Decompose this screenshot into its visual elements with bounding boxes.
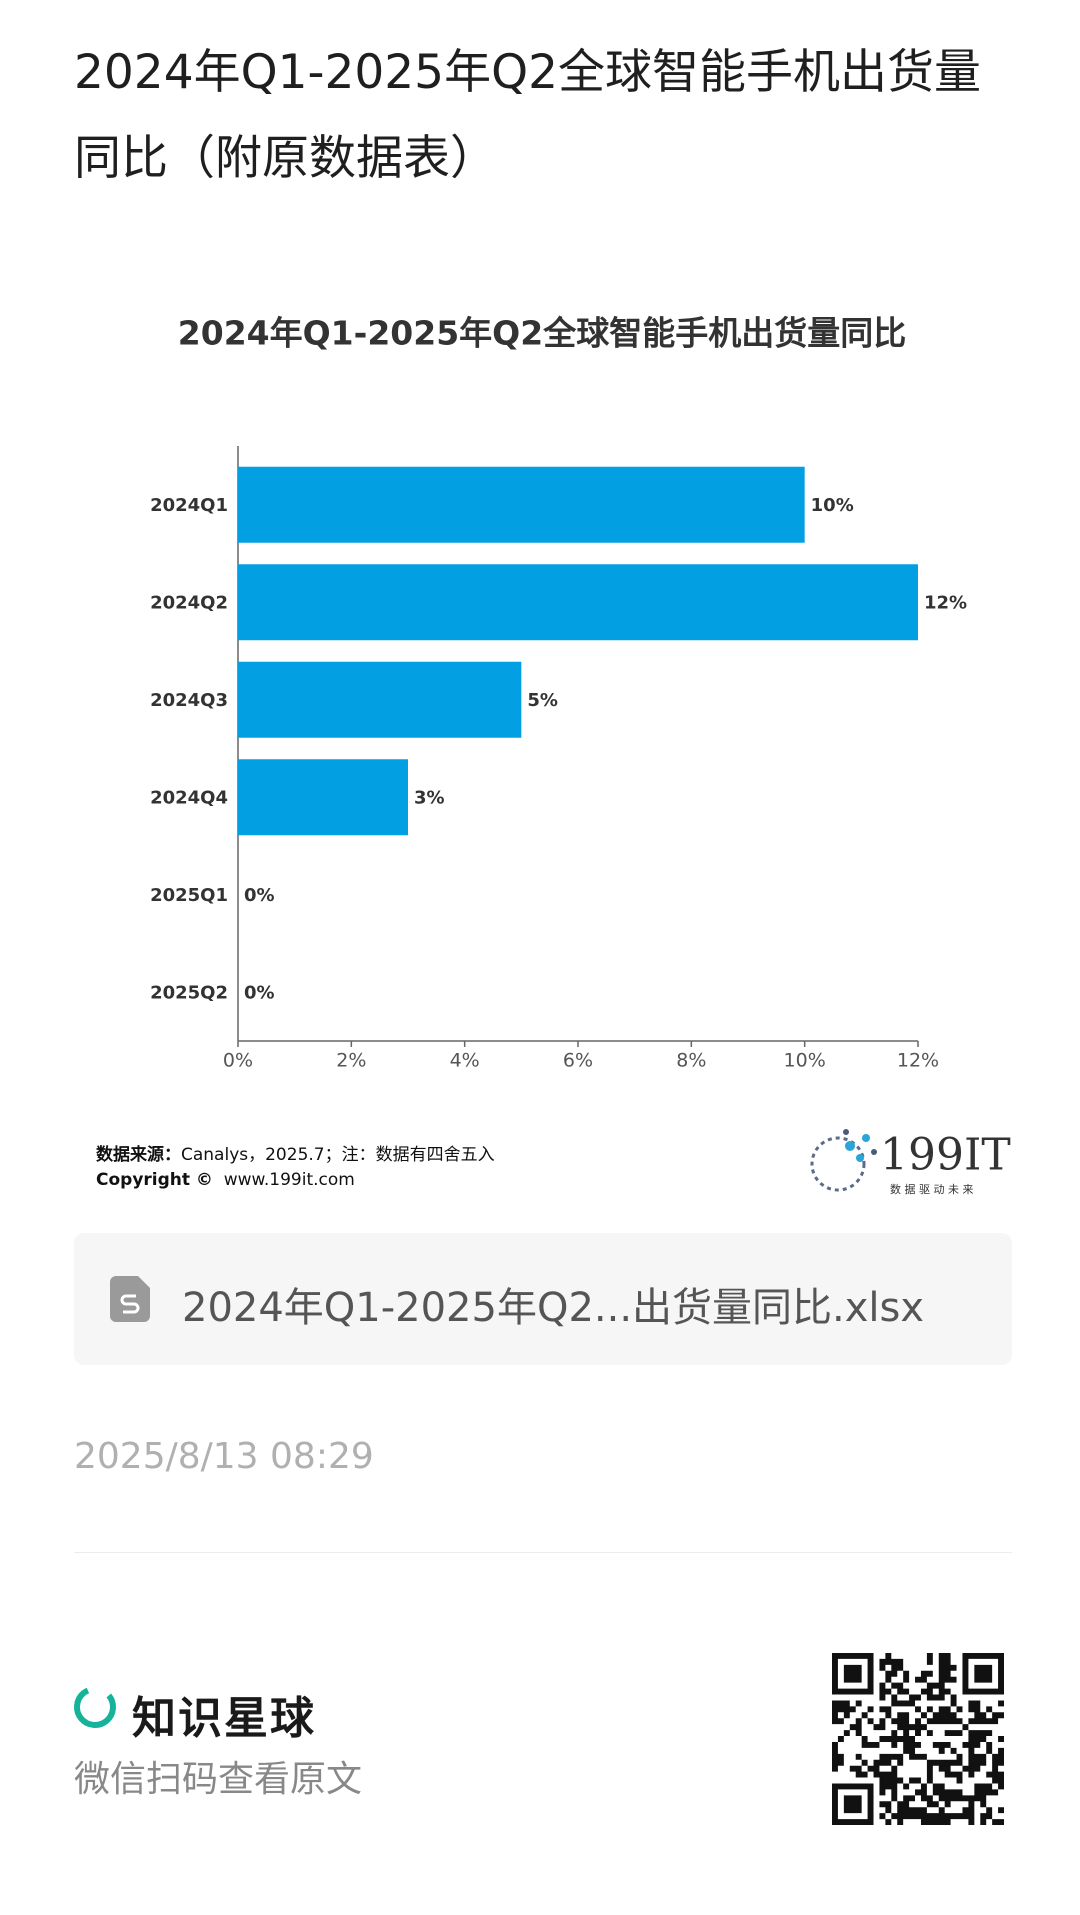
- source-label: 数据来源：: [96, 1145, 181, 1165]
- x-tick-label: 2%: [336, 1050, 366, 1072]
- logo-mark: [810, 1136, 866, 1192]
- x-tick-label: 4%: [450, 1050, 480, 1072]
- brand-icon: [74, 1686, 116, 1728]
- logo-name: 199IT: [880, 1130, 1011, 1181]
- value-label: 3%: [414, 787, 445, 808]
- x-tick-label: 6%: [563, 1050, 593, 1072]
- logo-dot: [862, 1134, 870, 1142]
- y-tick-label: 2024Q2: [150, 592, 228, 613]
- copyright-url: www.199it.com: [223, 1170, 355, 1190]
- bar: [238, 759, 408, 836]
- logo-dot: [845, 1141, 855, 1151]
- value-label: 10%: [811, 495, 854, 516]
- logo-dot: [856, 1154, 864, 1162]
- x-tick-label: 0%: [223, 1050, 253, 1072]
- chart-title: 2024年Q1-2025年Q2全球智能手机出货量同比: [178, 314, 906, 353]
- y-tick-label: 2025Q1: [150, 885, 228, 906]
- y-tick-label: 2025Q2: [150, 982, 228, 1003]
- y-tick-label: 2024Q1: [150, 495, 228, 516]
- bar: [238, 661, 522, 738]
- copyright-line: Copyright © www.199it.com: [96, 1170, 355, 1190]
- logo-dot: [871, 1149, 877, 1155]
- page-title: 2024年Q1-2025年Q2全球智能手机出货量同比（附原数据表）: [74, 45, 981, 186]
- attachment-card[interactable]: 2024年Q1-2025年Q2...出货量同比.xlsx: [74, 1233, 1012, 1365]
- chart: 2024年Q1-2025年Q2全球智能手机出货量同比 199IT 数 据 驱 动…: [150, 314, 1011, 1197]
- file-icon: [110, 1276, 150, 1322]
- source-text: Canalys，2025.7；注：数据有四舍五入: [181, 1145, 495, 1165]
- value-label: 0%: [244, 982, 275, 1003]
- value-label: 12%: [924, 592, 967, 613]
- value-label: 0%: [244, 885, 275, 906]
- y-tick-label: 2024Q4: [150, 787, 228, 808]
- brand-name: 知识星球: [132, 1693, 316, 1744]
- value-label: 5%: [527, 690, 558, 711]
- divider: [74, 1552, 1012, 1553]
- logo-slogan: 数 据 驱 动 未 来: [890, 1182, 973, 1196]
- copyright-label: Copyright ©: [96, 1170, 213, 1190]
- qr-modules: [832, 1653, 1004, 1825]
- scan-hint: 微信扫码查看原文: [74, 1759, 363, 1800]
- x-tick-label: 8%: [676, 1050, 706, 1072]
- bar: [238, 564, 918, 641]
- bar: [238, 466, 805, 543]
- logo: 199IT 数 据 驱 动 未 来: [810, 1129, 1011, 1196]
- qr-code[interactable]: [832, 1653, 1004, 1825]
- logo-dot: [843, 1129, 849, 1135]
- y-tick-label: 2024Q3: [150, 690, 228, 711]
- file-name[interactable]: 2024年Q1-2025年Q2...出货量同比.xlsx: [182, 1285, 925, 1331]
- publish-date: 2025/8/13 08:29: [74, 1436, 374, 1477]
- source-line: 数据来源：Canalys，2025.7；注：数据有四舍五入: [96, 1140, 495, 1165]
- x-tick-label: 10%: [784, 1050, 826, 1072]
- x-tick-label: 12%: [897, 1050, 939, 1072]
